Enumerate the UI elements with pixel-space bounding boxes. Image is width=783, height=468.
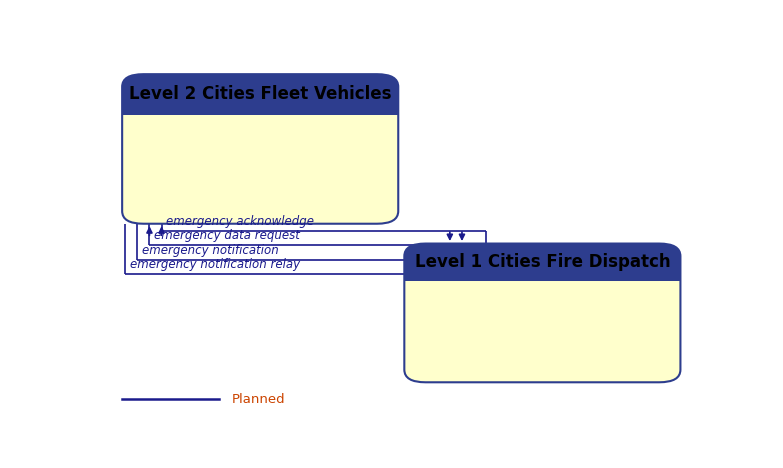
- Bar: [404, 260, 680, 281]
- Text: emergency notification relay: emergency notification relay: [130, 258, 300, 271]
- Text: emergency data request: emergency data request: [154, 229, 300, 242]
- FancyBboxPatch shape: [404, 243, 680, 281]
- Text: Planned: Planned: [232, 393, 285, 406]
- Text: emergency acknowledge: emergency acknowledge: [167, 215, 315, 228]
- Bar: [122, 92, 399, 115]
- FancyBboxPatch shape: [122, 74, 399, 224]
- Text: Level 1 Cities Fire Dispatch: Level 1 Cities Fire Dispatch: [414, 253, 670, 271]
- Text: emergency notification: emergency notification: [143, 244, 279, 257]
- FancyBboxPatch shape: [122, 74, 399, 115]
- Text: Level 2 Cities Fleet Vehicles: Level 2 Cities Fleet Vehicles: [129, 85, 391, 103]
- FancyBboxPatch shape: [404, 243, 680, 382]
